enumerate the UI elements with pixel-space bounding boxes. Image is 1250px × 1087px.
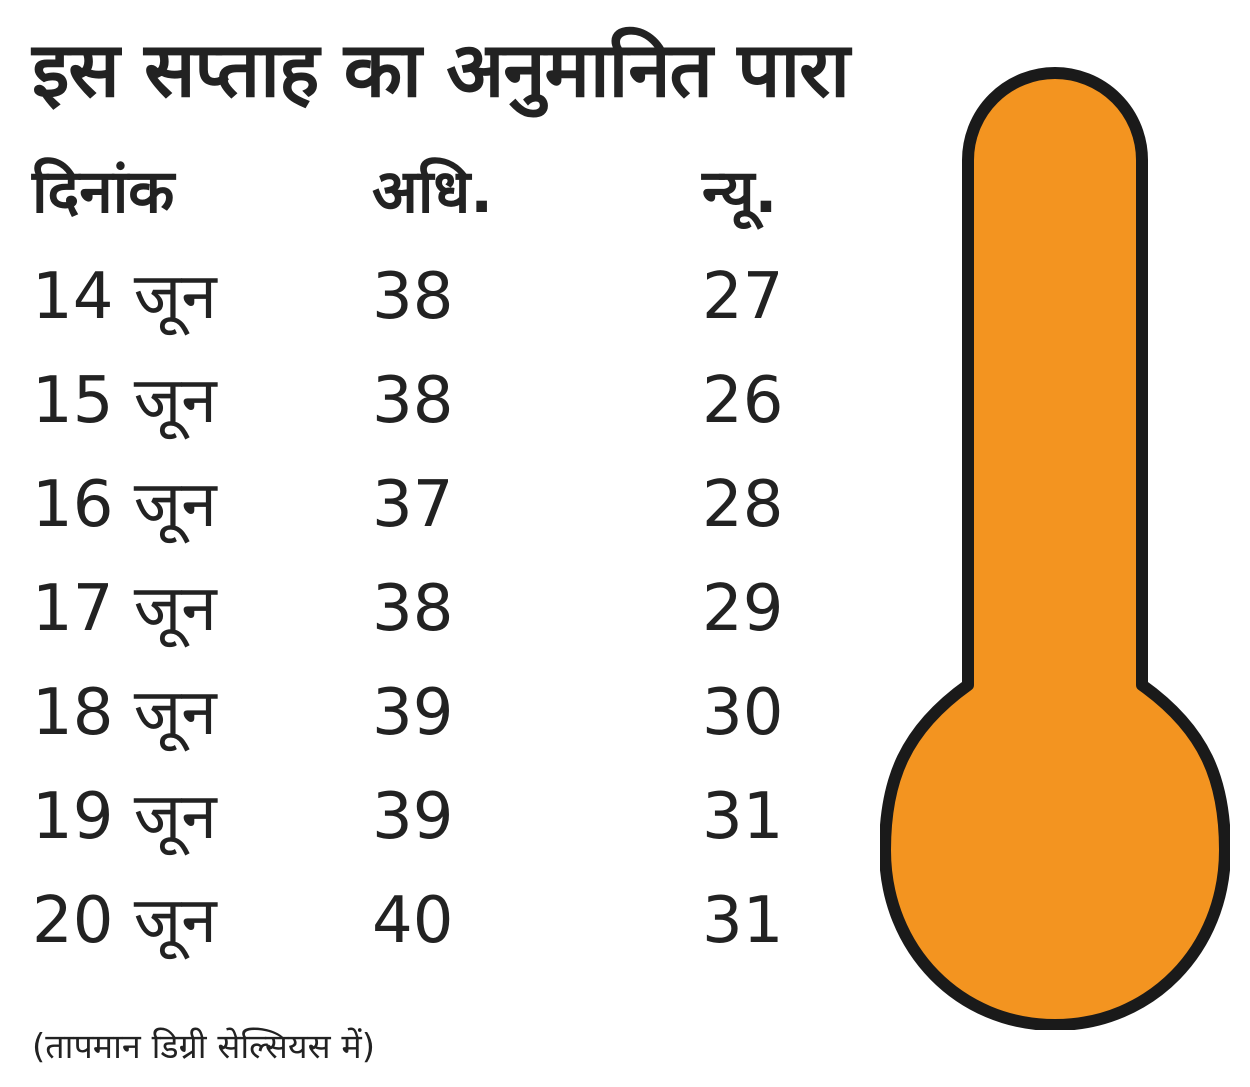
column-header-max: अधि. xyxy=(372,157,494,227)
table-cell-max: 40 xyxy=(372,884,454,958)
table-cell-max: 38 xyxy=(372,572,454,646)
table-cell-min: 31 xyxy=(702,884,784,958)
table-cell-date: 17 जून xyxy=(32,572,217,646)
table-cell-date: 18 जून xyxy=(32,676,217,750)
thermometer-shape xyxy=(880,67,1230,1030)
table-cell-max: 37 xyxy=(372,468,454,542)
table-cell-date: 20 जून xyxy=(32,884,217,958)
table-cell-min: 30 xyxy=(702,676,784,750)
table-cell-min: 31 xyxy=(702,780,784,854)
table-cell-max: 38 xyxy=(372,364,454,438)
unit-note: (तापमान डिग्री सेल्सियस में) xyxy=(32,1027,375,1067)
table-cell-date: 15 जून xyxy=(32,364,217,438)
table-cell-min: 29 xyxy=(702,572,784,646)
thermometer-icon xyxy=(880,67,1230,1030)
page-title: इस सप्ताह का अनुमानित पारा xyxy=(32,25,850,114)
table-cell-min: 28 xyxy=(702,468,784,542)
table-cell-date: 16 जून xyxy=(32,468,217,542)
column-header-date: दिनांक xyxy=(32,157,175,227)
table-cell-date: 14 जून xyxy=(32,260,217,334)
table-cell-max: 38 xyxy=(372,260,454,334)
table-cell-max: 39 xyxy=(372,676,454,750)
table-cell-max: 39 xyxy=(372,780,454,854)
column-header-min: न्यू. xyxy=(702,157,778,227)
table-cell-date: 19 जून xyxy=(32,780,217,854)
table-cell-min: 26 xyxy=(702,364,784,438)
table-cell-min: 27 xyxy=(702,260,784,334)
